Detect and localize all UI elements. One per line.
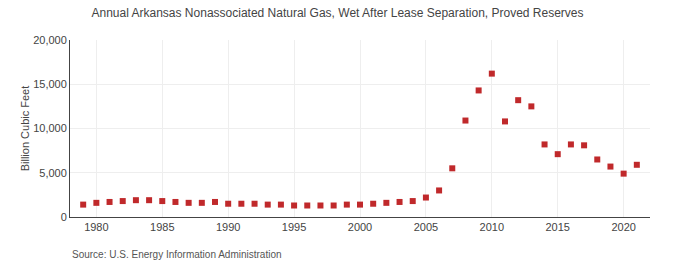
svg-text:10,000: 10,000 <box>33 122 67 134</box>
svg-text:2015: 2015 <box>545 221 569 233</box>
svg-text:5,000: 5,000 <box>39 167 67 179</box>
svg-text:Source: U.S. Energy Informatio: Source: U.S. Energy Information Administ… <box>72 249 282 260</box>
svg-text:1980: 1980 <box>84 221 108 233</box>
svg-text:2010: 2010 <box>480 221 504 233</box>
svg-text:Annual Arkansas Nonassociated: Annual Arkansas Nonassociated Natural Ga… <box>91 6 583 20</box>
svg-text:20,000: 20,000 <box>33 34 67 46</box>
svg-text:2020: 2020 <box>611 221 635 233</box>
svg-text:1990: 1990 <box>216 221 240 233</box>
svg-text:0: 0 <box>61 211 67 223</box>
svg-text:2005: 2005 <box>414 221 438 233</box>
svg-text:1995: 1995 <box>282 221 306 233</box>
svg-text:15,000: 15,000 <box>33 78 67 90</box>
svg-text:2000: 2000 <box>348 221 372 233</box>
svg-text:Billion Cubic Feet: Billion Cubic Feet <box>19 86 31 172</box>
svg-text:1985: 1985 <box>150 221 174 233</box>
